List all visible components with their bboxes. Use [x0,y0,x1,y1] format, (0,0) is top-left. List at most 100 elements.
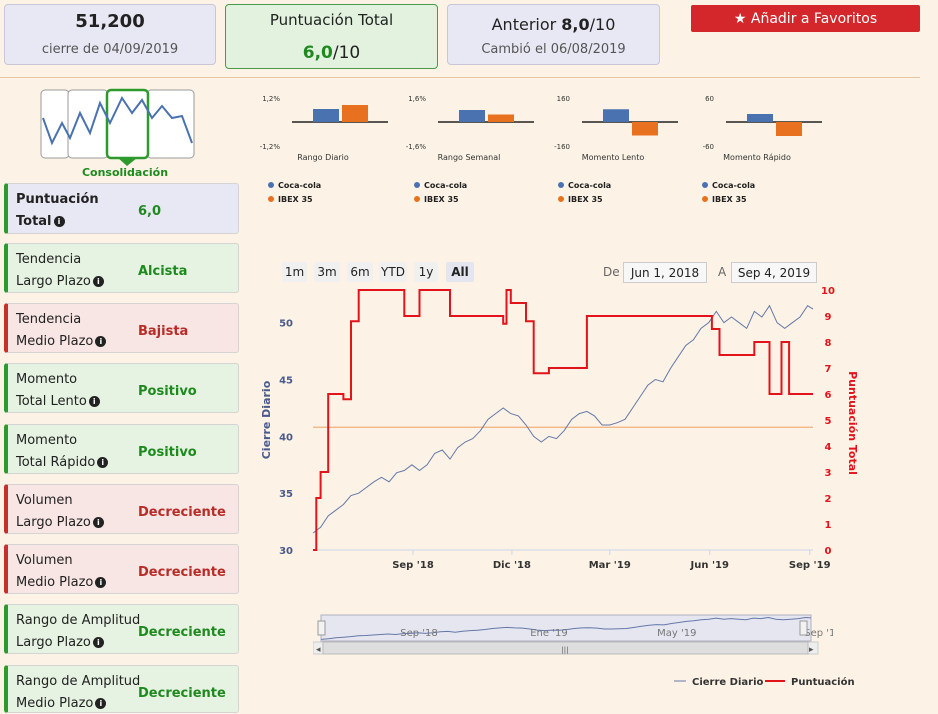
previous-score-card: Anterior 8,0/10 Cambió el 06/08/2019 [447,4,660,65]
y-right-tick: 2 [825,494,832,505]
metric-card[interactable]: Momento Total Lento i Positivo [4,363,239,413]
mini-chart: 160 -160 Momento Lento Coca-cola IBEX 35 [548,92,678,212]
mini-ytick: 1,6% [408,95,426,103]
metric-label-line2: Medio Plazo [16,334,94,349]
previous-value: 8,0 [561,15,590,34]
total-score-card: Puntuación Total 6,0/10 [225,4,438,69]
y-right-tick: 1 [825,520,832,531]
metric-card[interactable]: Rango de Amplitud Medio Plazo i Decreciente [4,665,239,713]
metric-label: Puntuación Total i [16,189,141,233]
mini-legend-item[interactable]: Coca-cola [414,181,467,190]
metric-label-line2: Total Lento [16,394,87,409]
y-left-tick: 50 [279,319,293,330]
info-icon[interactable]: i [92,637,104,648]
scroll-right-icon: ▸ [809,645,814,655]
info-icon[interactable]: i [92,517,104,528]
legend-dot-icon [268,196,274,202]
mini-bar [459,110,485,122]
info-icon[interactable]: i [92,276,104,287]
close-card: 51,200 cierre de 04/09/2019 [4,4,216,65]
consolidation-pattern-icon [40,88,195,166]
mini-legend-item[interactable]: IBEX 35 [558,195,603,204]
mini-legend-item[interactable]: IBEX 35 [414,195,459,204]
y-right-tick: 3 [825,468,832,479]
legend-label: IBEX 35 [278,195,313,204]
previous-score: Anterior 8,0/10 [448,15,659,34]
metric-card[interactable]: Tendencia Medio Plazo i Bajista [4,303,239,353]
range-button[interactable]: All [446,262,474,282]
y-right-label: Puntuación Total [846,371,859,475]
range-button[interactable]: 1m [282,262,307,282]
mini-bar [632,122,658,136]
range-button[interactable]: 3m [314,262,340,282]
from-date-input[interactable] [623,262,707,283]
legend-item-score[interactable]: Puntuación [765,676,855,688]
metric-card[interactable]: Momento Total Rápido i Positivo [4,424,239,474]
info-icon[interactable]: i [95,698,107,709]
y-left-tick: 40 [279,432,293,443]
range-button[interactable]: 6m [347,262,373,282]
legend-dot-icon [414,196,420,202]
mini-legend-item[interactable]: Coca-cola [268,181,321,190]
legend-label: Coca-cola [278,181,322,190]
info-icon[interactable]: i [95,336,107,347]
metric-card[interactable]: Puntuación Total i 6,0 [4,183,239,234]
mini-legend-item[interactable]: IBEX 35 [268,195,313,204]
metric-value: Alcista [138,264,188,279]
mini-ytick: 60 [705,95,714,103]
metric-label-line2: Total Rápido [16,455,96,470]
mini-ytick: -1,6% [406,143,427,151]
metric-card[interactable]: Tendencia Largo Plazo i Alcista [4,243,239,293]
navigator[interactable]: Sep '18 Ene '19 May '19 Sep '19 ◂ ▸ ||| [313,613,833,658]
metric-label: Rango de Amplitud Medio Plazo i [16,671,141,714]
info-icon[interactable]: i [53,216,65,227]
add-favorite-button[interactable]: ★ Añadir a Favoritos [691,5,920,32]
legend-label: Coca-cola [424,181,468,190]
y-right-tick: 8 [825,338,832,349]
scroll-grip-icon: ||| [561,646,568,654]
legend-item-close[interactable]: Cierre Diario [674,677,764,688]
metric-card[interactable]: Volumen Medio Plazo i Decreciente [4,544,239,594]
metric-value: Decreciente [138,625,226,640]
from-label: De [603,265,620,279]
x-tick-label: Sep '19 [789,560,831,571]
metric-label-line1: Volumen [16,493,73,508]
info-icon[interactable]: i [95,577,107,588]
mini-legend-item[interactable]: IBEX 35 [702,195,747,204]
range-button[interactable]: 1y [414,262,438,282]
info-icon[interactable]: i [88,396,100,407]
mini-bar [488,114,514,122]
close-date: cierre de 04/09/2019 [41,42,179,57]
metric-label: Rango de Amplitud Largo Plazo i [16,610,141,654]
y-right-tick: 4 [825,442,832,453]
metric-label-line1: Momento [16,433,78,448]
mini-bar [313,109,339,122]
metric-label-line1: Tendencia [16,252,82,267]
legend-label: IBEX 35 [424,195,459,204]
metric-label-line2: Largo Plazo [16,515,91,530]
metric-label-line1: Puntuación [16,192,99,207]
mini-ytick: 1,2% [262,95,280,103]
mini-chart-plot: 1,6% -1,6% [406,95,534,151]
mini-chart-title: Momento Lento [581,153,645,162]
navigator-label: Sep '18 [400,628,438,639]
navigator-left-handle[interactable] [317,620,326,636]
x-tick-label: Jun '19 [690,560,729,571]
metric-card[interactable]: Rango de Amplitud Largo Plazo i Decreciente [4,604,239,654]
to-date-input[interactable] [731,262,817,283]
x-tick-label: Dic '18 [493,560,531,571]
previous-suffix: /10 [589,15,616,34]
metric-card[interactable]: Volumen Largo Plazo i Decreciente [4,484,239,534]
y-left-tick: 30 [279,546,293,557]
y-left-label: Cierre Diario [260,380,273,459]
mini-legend-item[interactable]: Coca-cola [702,181,755,190]
info-icon[interactable]: i [97,457,109,468]
scroll-left-icon: ◂ [316,645,321,655]
mini-legend-item[interactable]: Coca-cola [558,181,611,190]
navigator-right-handle[interactable] [799,620,808,636]
navigator-scrollbar-thumb[interactable] [322,641,809,655]
mini-bar [747,114,773,122]
range-button[interactable]: YTD [379,262,407,282]
legend-dot-icon [558,182,564,188]
